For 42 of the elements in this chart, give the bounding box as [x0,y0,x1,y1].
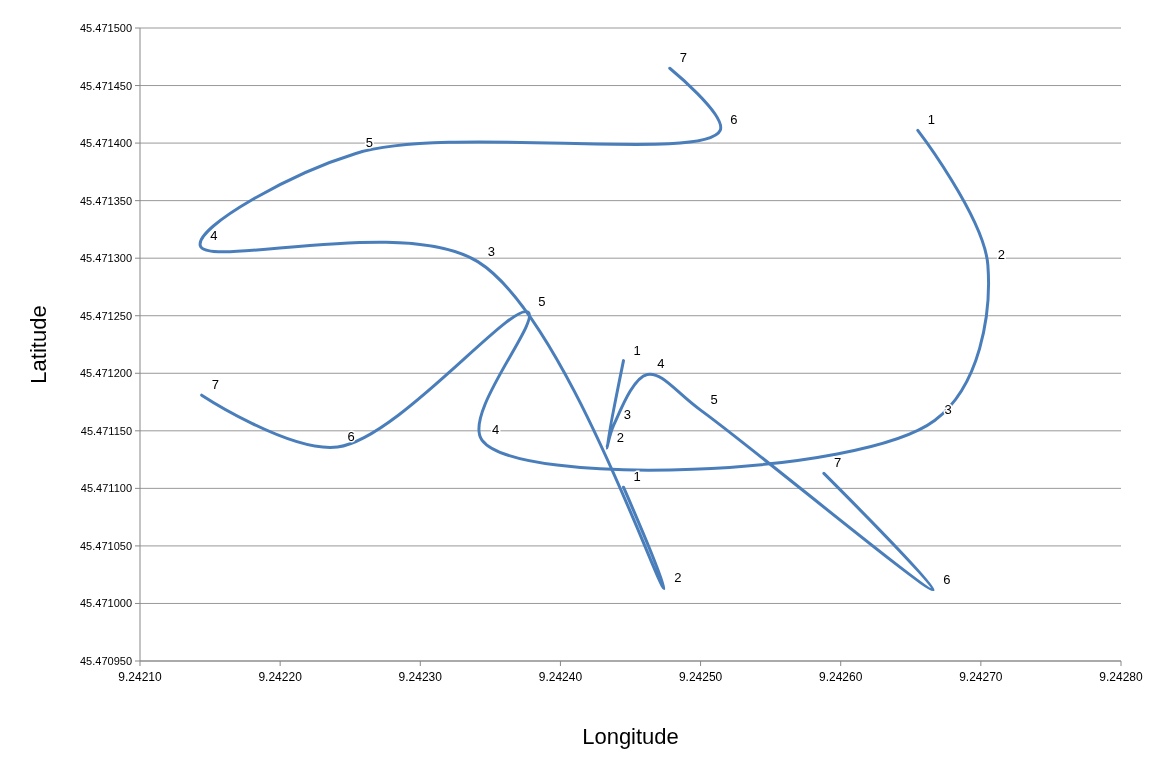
x-tick-label: 9.24270 [959,670,1003,684]
annotation: 6 [347,428,355,444]
annotation: 6 [730,112,738,128]
annotation: 5 [365,135,374,151]
y-tick-label: 45.471250 [80,309,132,322]
annotation: 3 [487,243,495,259]
y-tick-label: 45.471150 [80,424,132,437]
annotation: 2 [997,247,1006,263]
y-tick-label: 45.470950 [80,655,132,667]
annotation: 7 [679,50,687,66]
y-tick-label: 45.471350 [80,194,132,207]
annotation: 3 [623,407,631,423]
y-tick-label: 45.471000 [80,597,132,610]
annotation: 1 [927,112,936,128]
y-tick-label: 45.471500 [80,22,132,34]
annotation: 7 [211,377,219,393]
x-axis-title: Longitude [582,724,679,749]
y-axis-title: Latitude [26,305,51,384]
x-tick-label: 9.24230 [398,670,443,684]
annotation: 2 [674,570,682,586]
annotation: 6 [943,571,951,587]
y-tick-label: 45.471200 [80,367,132,380]
y-tick-label: 45.471100 [80,482,132,495]
x-tick-label: 9.24250 [678,670,723,684]
annotation: 4 [491,422,500,438]
x-tick-label: 9.24260 [819,670,863,684]
y-tick-label: 45.471300 [80,252,132,265]
y-tick-label: 45.471400 [80,137,132,150]
annotation: 5 [710,392,718,408]
annotation: 4 [657,356,665,372]
annotation: 7 [833,455,842,471]
x-tick-label: 9.24210 [118,670,163,684]
y-tick-label: 45.471450 [80,79,132,92]
x-tick-label: 9.24220 [258,670,303,684]
annotation: 1 [633,469,641,485]
annotation: 1 [633,342,641,358]
annotation: 4 [210,227,218,243]
annotation: 5 [538,294,546,310]
annotation: 2 [616,430,624,446]
x-tick-label: 9.24280 [1099,670,1144,684]
y-tick-label: 45.471050 [80,539,132,552]
x-tick-label: 9.24240 [538,670,583,684]
